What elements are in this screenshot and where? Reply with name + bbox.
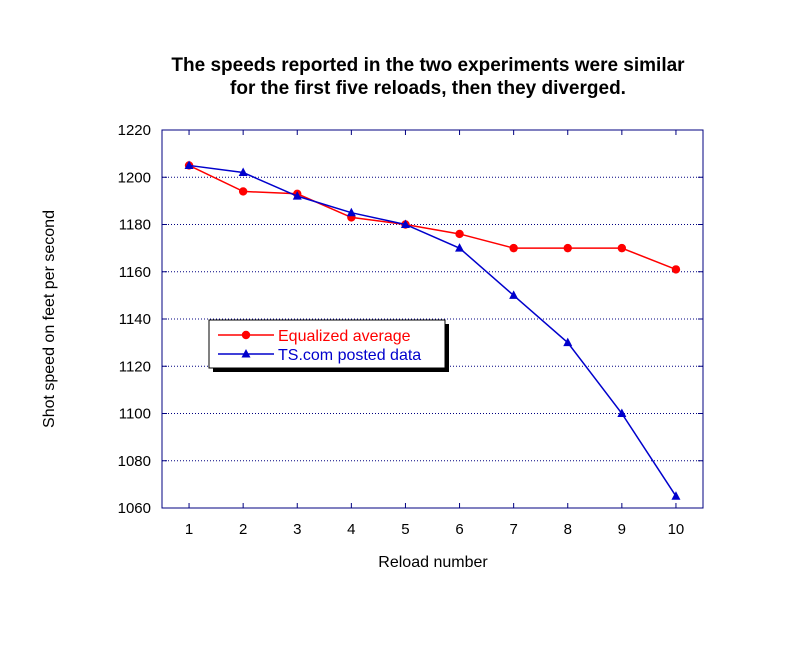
x-tick-label: 6 <box>455 521 463 538</box>
x-tick-label: 4 <box>347 521 355 538</box>
chart-title-line-1: The speeds reported in the two experimen… <box>171 55 685 76</box>
y-tick-label: 1100 <box>119 406 151 423</box>
data-point-equalized-average <box>509 244 517 252</box>
data-point-equalized-average <box>564 244 572 252</box>
x-tick-label: 7 <box>509 521 517 538</box>
y-tick-label: 1200 <box>118 169 151 186</box>
x-tick-label: 10 <box>668 521 685 538</box>
y-tick-label: 1060 <box>118 500 151 517</box>
legend: Equalized average TS.com posted data <box>209 320 449 372</box>
legend-marker-equalized-average <box>242 331 250 339</box>
y-tick-label: 1160 <box>119 264 151 281</box>
y-axis-label: Shot speed on feet per second <box>41 210 58 428</box>
legend-label-ts-com-posted-data: TS.com posted data <box>278 347 421 364</box>
x-tick-label: 1 <box>185 521 193 538</box>
data-point-equalized-average <box>239 187 247 195</box>
x-tick-label: 5 <box>401 521 409 538</box>
x-tick-label: 8 <box>564 521 572 538</box>
chart-title: The speeds reported in the two experimen… <box>171 55 685 99</box>
y-tick-label: 1080 <box>118 453 151 470</box>
chart-title-line-2: for the first five reloads, then they di… <box>230 78 626 99</box>
y-tick-label: 1120 <box>119 358 151 375</box>
legend-label-equalized-average: Equalized average <box>278 328 411 345</box>
x-axis-label: Reload number <box>378 554 488 571</box>
data-point-equalized-average <box>672 265 680 273</box>
y-tick-label: 1140 <box>119 311 151 328</box>
y-tick-label: 1180 <box>119 217 151 234</box>
x-tick-label: 3 <box>293 521 301 538</box>
x-tick-label: 2 <box>239 521 247 538</box>
data-point-equalized-average <box>618 244 626 252</box>
x-tick-label: 9 <box>618 521 626 538</box>
y-tick-label: 1220 <box>118 122 151 139</box>
data-point-equalized-average <box>455 230 463 238</box>
